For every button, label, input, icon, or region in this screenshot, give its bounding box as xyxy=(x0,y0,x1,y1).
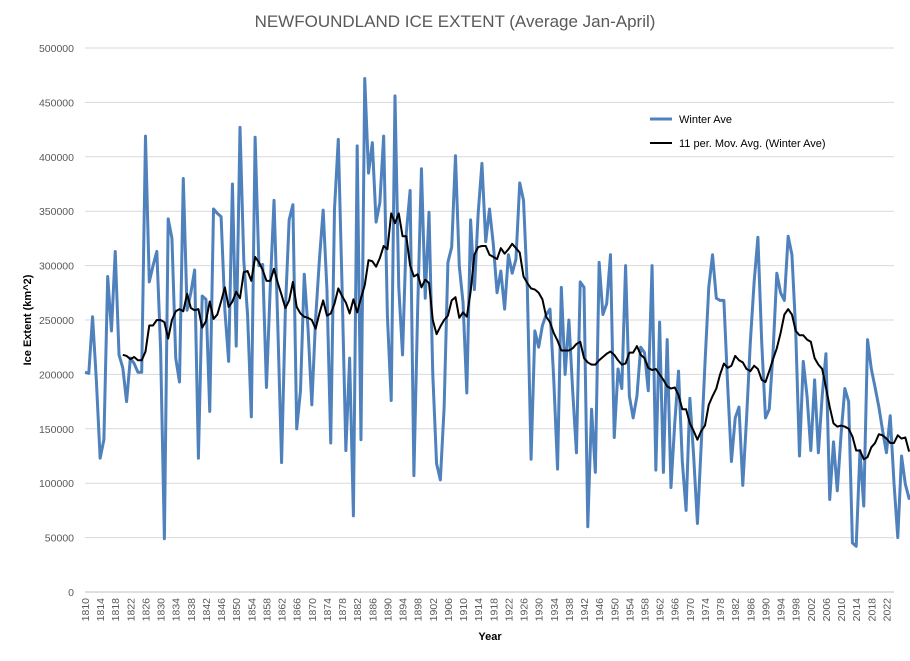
y-tick-label: 500000 xyxy=(39,43,74,55)
x-tick-label: 1990 xyxy=(760,598,772,622)
y-tick-label: 0 xyxy=(68,587,74,599)
x-tick-label: 1982 xyxy=(730,598,742,622)
x-tick-label: 1926 xyxy=(519,598,531,622)
series-line-moving-average xyxy=(122,212,910,461)
x-tick-label: 1854 xyxy=(246,598,258,622)
x-tick-label: 2022 xyxy=(881,598,893,622)
x-tick-label: 1894 xyxy=(398,598,410,622)
x-tick-label: 1902 xyxy=(428,598,440,622)
x-tick-label: 1882 xyxy=(352,598,364,622)
gridlines xyxy=(85,47,894,539)
x-tick-label: 1914 xyxy=(473,598,485,622)
x-tick-label: 1886 xyxy=(367,598,379,622)
x-axis-title: Year xyxy=(478,631,502,643)
x-tick-label: 1862 xyxy=(277,598,289,622)
x-tick-label: 1810 xyxy=(80,598,92,622)
x-tick-label: 1846 xyxy=(216,598,228,622)
x-tick-label: 1910 xyxy=(458,598,470,622)
x-tick-label: 1822 xyxy=(125,598,137,622)
x-tick-label: 1834 xyxy=(171,598,183,622)
x-axis-ticks: 1810 1814 1818 1822 1826 1830 1834 1838 1842 1846… xyxy=(80,598,893,622)
x-tick-label: 1958 xyxy=(639,598,651,622)
x-tick-label: 1934 xyxy=(549,598,561,622)
x-tick-label: 1938 xyxy=(564,598,576,622)
x-tick-label: 1954 xyxy=(624,598,636,622)
y-tick-label: 450000 xyxy=(39,97,74,109)
x-tick-label: 1818 xyxy=(110,598,122,622)
x-tick-label: 1898 xyxy=(413,598,425,622)
x-tick-label: 1986 xyxy=(745,598,757,622)
y-tick-label: 100000 xyxy=(39,478,74,490)
x-tick-label: 1830 xyxy=(156,598,168,622)
x-tick-label: 1842 xyxy=(201,598,213,622)
x-tick-label: 1962 xyxy=(655,598,667,622)
x-tick-label: 1978 xyxy=(715,598,727,622)
x-tick-label: 1826 xyxy=(140,598,152,622)
x-tick-label: 1966 xyxy=(670,598,682,622)
x-tick-label: 1930 xyxy=(534,598,546,622)
x-tick-label: 1994 xyxy=(776,598,788,622)
x-tick-label: 2006 xyxy=(821,598,833,622)
x-tick-label: 1922 xyxy=(503,598,515,622)
x-tick-label: 1870 xyxy=(307,598,319,622)
series-lines xyxy=(84,76,910,548)
x-tick-label: 1970 xyxy=(685,598,697,622)
legend: Winter Ave 11 per. Mov. Avg. (Winter Ave… xyxy=(650,114,826,150)
y-axis-ticks: 0 50000 100000 150000 200000 250000 300000 3500… xyxy=(39,43,74,599)
y-tick-label: 250000 xyxy=(39,315,74,327)
x-tick-label: 1866 xyxy=(292,598,304,622)
x-tick-label: 1942 xyxy=(579,598,591,622)
legend-label-moving-average: 11 per. Mov. Avg. (Winter Ave) xyxy=(679,138,826,150)
x-tick-label: 1878 xyxy=(337,598,349,622)
y-tick-label: 400000 xyxy=(39,152,74,164)
x-tick-label: 2018 xyxy=(866,598,878,622)
y-axis-title: Ice Extent (km^2) xyxy=(22,274,34,365)
y-tick-label: 200000 xyxy=(39,369,74,381)
x-tick-label: 1858 xyxy=(261,598,273,622)
y-tick-label: 350000 xyxy=(39,206,74,218)
chart-title: NEWFOUNDLAND ICE EXTENT (Average Jan-Apr… xyxy=(255,12,656,31)
legend-label-winter-ave: Winter Ave xyxy=(679,114,732,126)
x-tick-label: 1906 xyxy=(443,598,455,622)
x-tick-label: 1814 xyxy=(95,598,107,622)
y-tick-label: 150000 xyxy=(39,424,74,436)
x-tick-label: 1950 xyxy=(609,598,621,622)
y-tick-label: 300000 xyxy=(39,261,74,273)
x-tick-label: 2010 xyxy=(836,598,848,622)
x-tick-label: 2002 xyxy=(806,598,818,622)
x-tick-label: 2014 xyxy=(851,598,863,622)
x-tick-label: 1946 xyxy=(594,598,606,622)
x-tick-label: 1974 xyxy=(700,598,712,622)
x-tick-label: 1874 xyxy=(322,598,334,622)
x-tick-label: 1850 xyxy=(231,598,243,622)
x-tick-label: 1890 xyxy=(382,598,394,622)
y-tick-label: 50000 xyxy=(45,533,74,545)
series-line-winter-ave xyxy=(84,76,910,548)
x-tick-label: 1918 xyxy=(488,598,500,622)
x-tick-label: 1998 xyxy=(791,598,803,622)
x-tick-label: 1838 xyxy=(186,598,198,622)
